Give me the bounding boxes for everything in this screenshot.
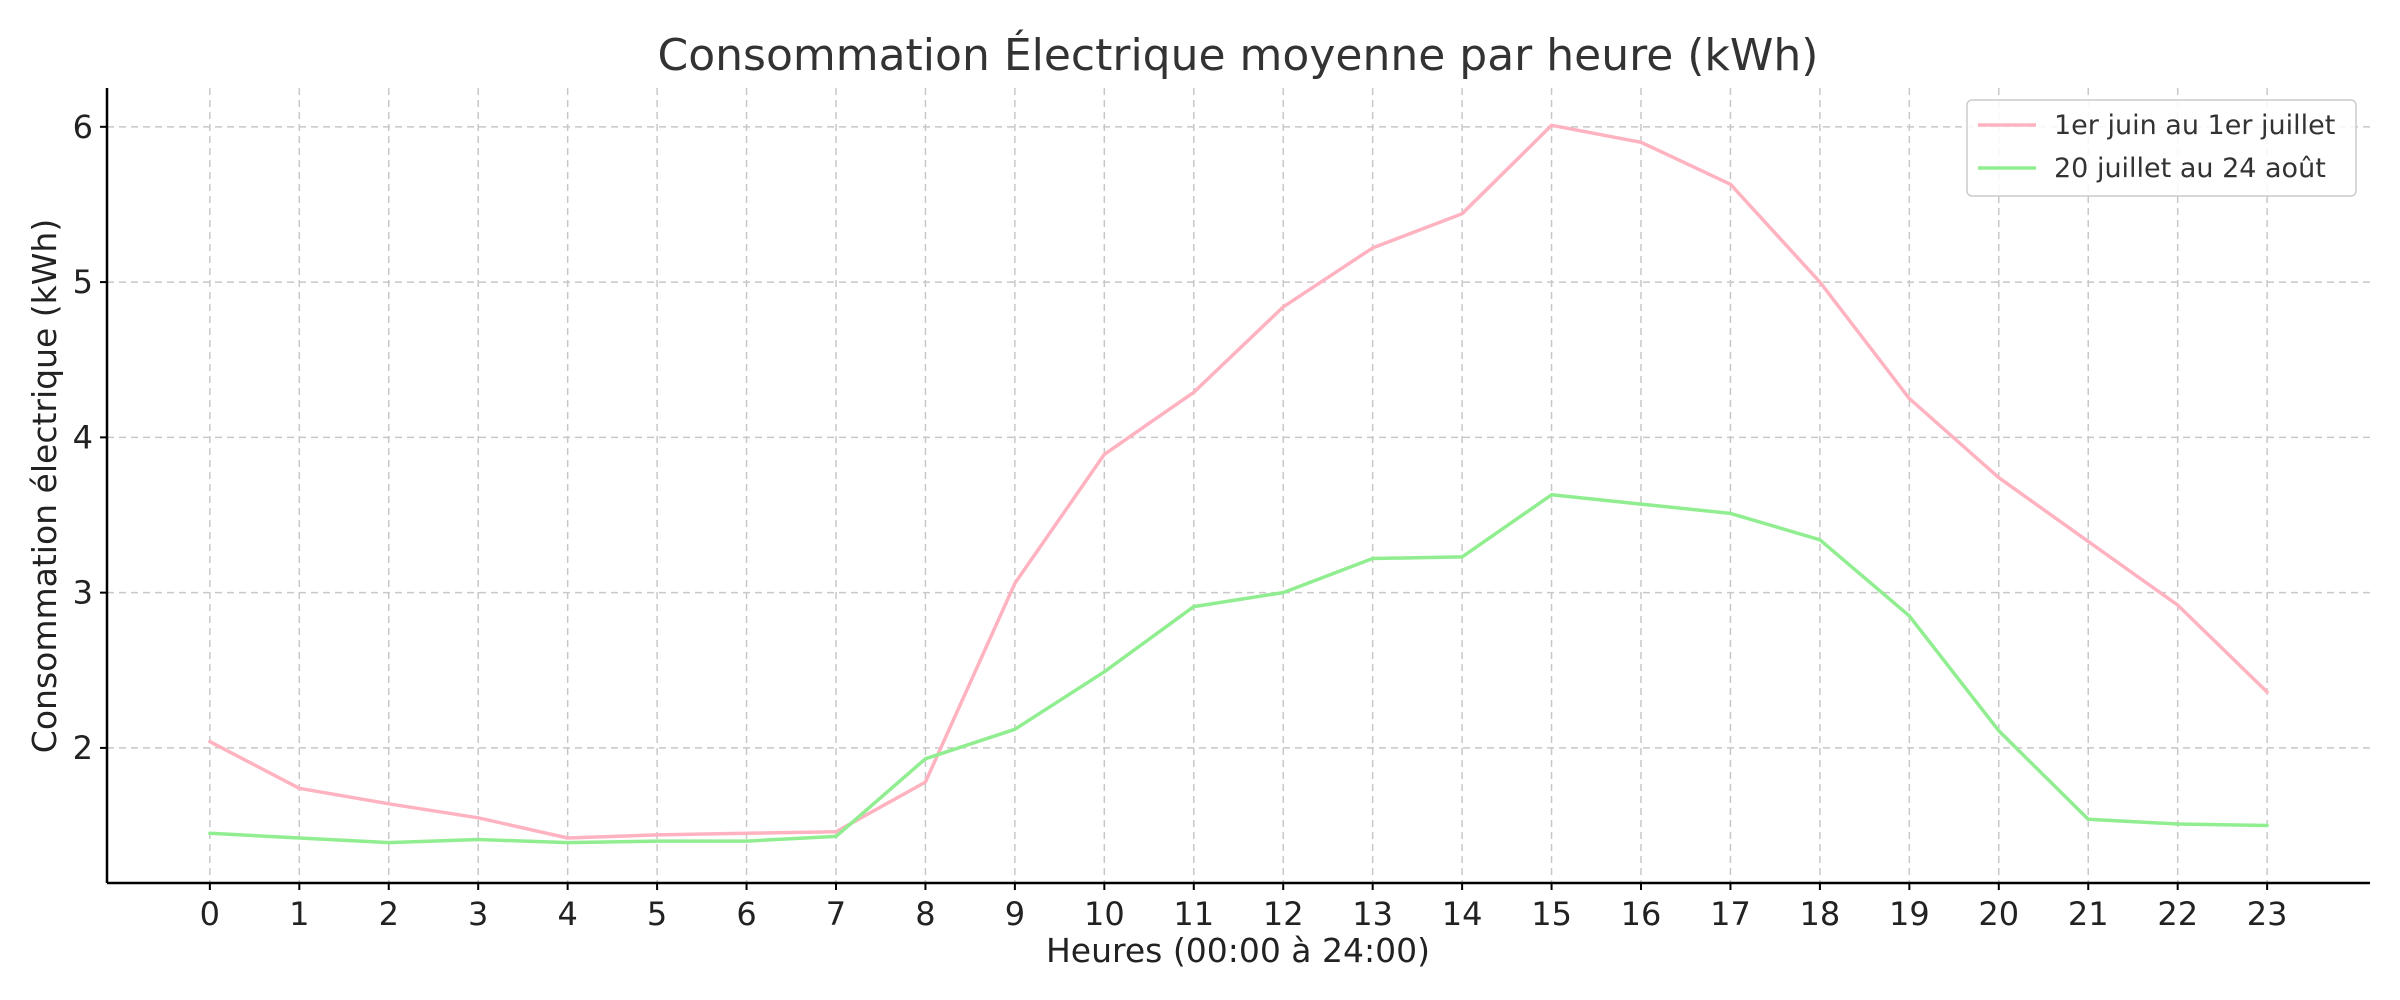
x-tick-label: 7: [826, 895, 846, 933]
x-tick-label: 1: [289, 895, 309, 933]
x-tick-label: 9: [1005, 895, 1025, 933]
chart-title: Consommation Électrique moyenne par heur…: [658, 28, 1819, 81]
y-axis-label: Consommation électrique (kWh): [25, 219, 64, 753]
x-tick-label: 19: [1889, 895, 1930, 933]
x-tick-label: 17: [1710, 895, 1751, 933]
legend: 1er juin au 1er juillet 20 juillet au 24…: [1966, 99, 2357, 197]
axes: [105, 88, 2370, 885]
y-tick-label: 3: [73, 574, 93, 612]
x-tick-label: 21: [2068, 895, 2109, 933]
x-tick-label: 22: [2157, 895, 2198, 933]
x-tick-label: 12: [1263, 895, 1304, 933]
x-tick-label: 8: [915, 895, 935, 933]
y-tick-label: 4: [73, 418, 93, 456]
y-tick-label: 2: [73, 729, 93, 767]
x-tick-label: 10: [1084, 895, 1125, 933]
x-tick-label: 23: [2247, 895, 2288, 933]
legend-label-series-2: 20 juillet au 24 août: [2054, 153, 2326, 184]
x-tick-label: 15: [1531, 895, 1572, 933]
series-line-2: [208, 493, 2269, 845]
legend-label-series-1: 1er juin au 1er juillet: [2054, 110, 2335, 141]
x-tick-label: 14: [1442, 895, 1483, 933]
series-line-1: [208, 123, 2269, 840]
x-tick-label: 13: [1352, 895, 1393, 933]
legend-box: [1966, 99, 2357, 197]
x-tick-label: 2: [379, 895, 399, 933]
x-tick-label: 6: [736, 895, 756, 933]
x-tick-label: 11: [1173, 895, 1214, 933]
x-tick-label: 20: [1978, 895, 2019, 933]
y-tick-label: 6: [73, 108, 93, 146]
series-lines: [208, 123, 2269, 845]
x-tick-label: 5: [647, 895, 667, 933]
x-tick-label: 3: [468, 895, 488, 933]
y-tick-label: 5: [73, 263, 93, 301]
x-tick-label: 18: [1800, 895, 1841, 933]
ticks: 0 1 2 3 4 5 6 7 8 9 10 11 12 13 14 15 16 17 18 19 20 21 22 2323…: [73, 108, 2288, 933]
x-axis-label: Heures (00:00 à 24:00): [1046, 931, 1430, 970]
x-tick-label: 16: [1621, 895, 1662, 933]
x-tick-label: 0: [200, 895, 220, 933]
x-tick-label: 4: [557, 895, 577, 933]
